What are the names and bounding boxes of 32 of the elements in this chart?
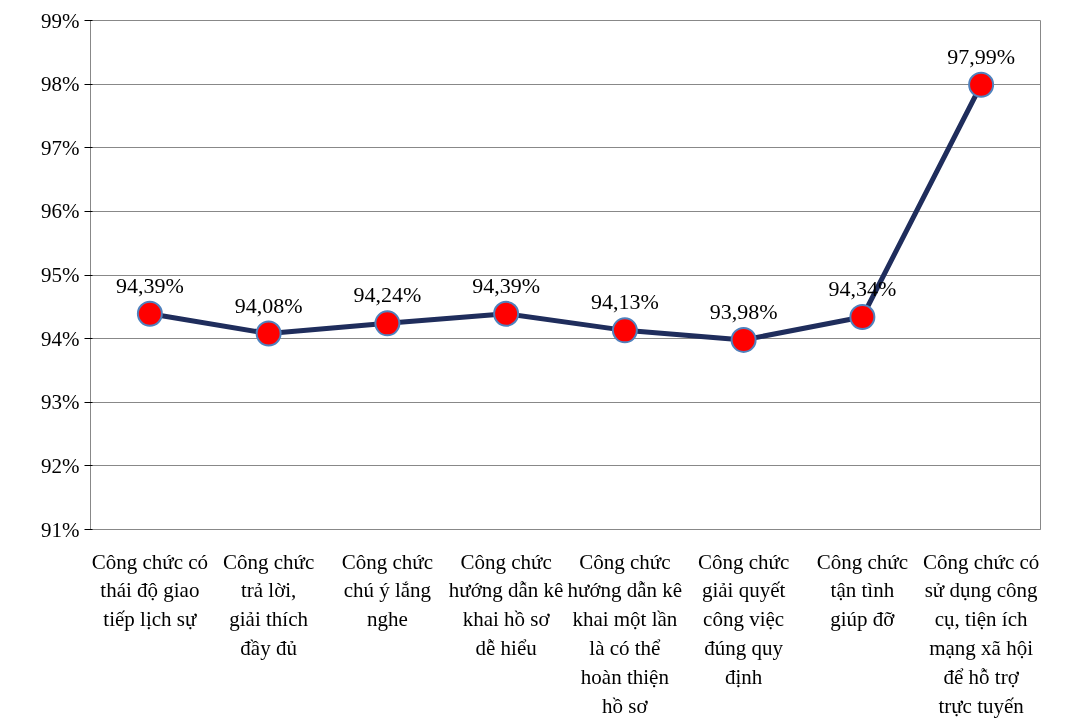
data-label: 94,39% (115, 272, 184, 298)
x-tick-label: Công chức hướng dẫn kê khai một lần là có thể hoàn thiện hồ sơ (567, 549, 683, 718)
x-tick-label: Công chức hướng dẫn kê khai hồ sơ dễ hiểu (448, 549, 564, 660)
point (730, 326, 757, 353)
x-tick-label: Công chức có sử dụng công cụ, tiện ích mạng xã hội để hỗ trợ trực tuyến (922, 549, 1040, 718)
y-tick-label: 95% (41, 263, 80, 287)
y-tick-label: 91% (41, 517, 80, 542)
point (255, 320, 282, 347)
data-label: 94,24% (353, 282, 422, 308)
x-tick-label: Công chức giải quyết công việc đúng quy định (697, 549, 790, 689)
y-tick-label: 94% (41, 326, 80, 351)
data-label: 93,98% (709, 298, 778, 324)
x-tick-label: Công chức trả lời, giải thích đầy đủ (222, 549, 315, 660)
y-tick-label: 96% (41, 199, 80, 224)
data-label: 94,08% (234, 292, 303, 318)
point (374, 310, 401, 337)
point (136, 300, 163, 327)
y-tick-label: 99% (41, 8, 80, 33)
point (849, 304, 876, 330)
x-tick-label: Công chức tận tình giúp đỡ (816, 549, 909, 632)
x-tick-label: Công chức có thái độ giao tiếp lịch sự (91, 549, 209, 632)
y-tick-label: 97% (41, 135, 80, 160)
data-label: 94,13% (590, 289, 659, 315)
data-label: 97,99% (947, 43, 1016, 69)
y-tick-label: 93% (41, 390, 80, 415)
point (611, 317, 638, 344)
x-tick-label: Công chức chú ý lắng nghe (341, 549, 434, 632)
data-label: 94,39% (472, 272, 541, 298)
point (968, 71, 995, 98)
point (493, 300, 520, 327)
y-tick-label: 92% (41, 453, 80, 478)
y-tick-label: 98% (41, 72, 80, 97)
